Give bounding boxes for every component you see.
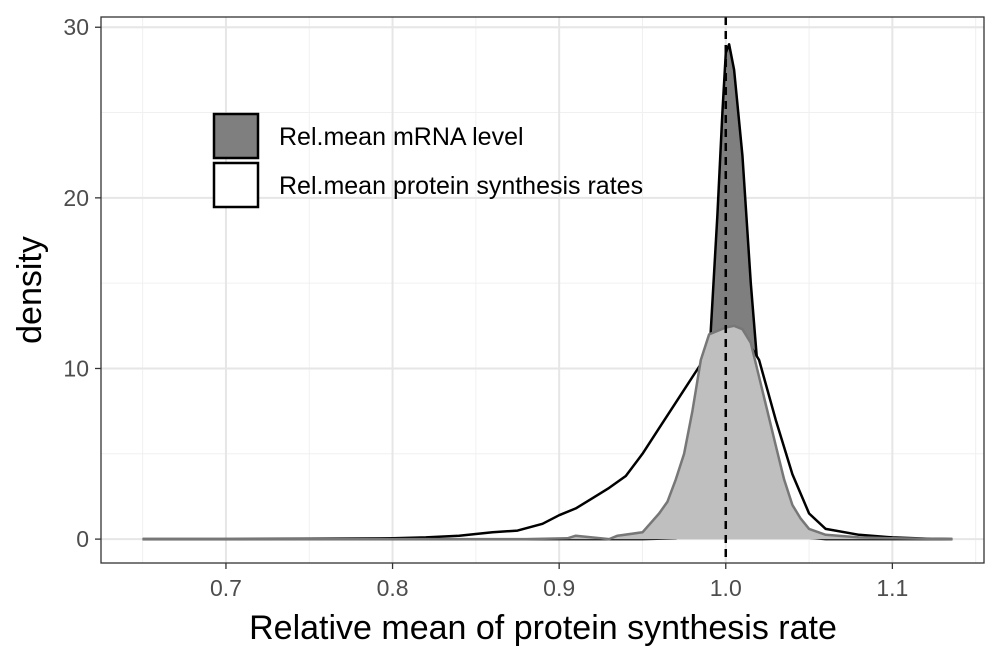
y-tick-label: 30 (63, 14, 89, 40)
legend-key-mrna (212, 112, 260, 160)
plot-panel (101, 17, 984, 563)
y-tick-label: 10 (63, 355, 89, 381)
legend: Rel.mean mRNA level Rel.mean protein syn… (212, 112, 643, 209)
legend-label-protein: Rel.mean protein synthesis rates (279, 172, 643, 200)
plot-border (100, 16, 985, 564)
x-axis: 0.7 0.8 0.9 1.0 1.1 (210, 563, 908, 601)
legend-label-mrna: Rel.mean mRNA level (279, 123, 524, 151)
x-tick-label: 1.1 (876, 575, 908, 601)
density-area-2 (142, 325, 953, 540)
x-tick-label: 1.0 (710, 575, 742, 601)
series-layer (142, 43, 953, 541)
y-tick-label: 0 (76, 526, 89, 552)
x-tick-label: 0.7 (210, 575, 242, 601)
y-axis: 0 10 20 30 (63, 14, 101, 552)
density-line-1 (142, 326, 953, 541)
legend-key-protein (212, 161, 260, 209)
y-axis-title: density (11, 236, 49, 344)
x-tick-label: 0.9 (543, 575, 575, 601)
y-tick-label: 20 (63, 185, 89, 211)
x-axis-title: Relative mean of protein synthesis rate (249, 609, 837, 647)
x-tick-label: 0.8 (377, 575, 409, 601)
